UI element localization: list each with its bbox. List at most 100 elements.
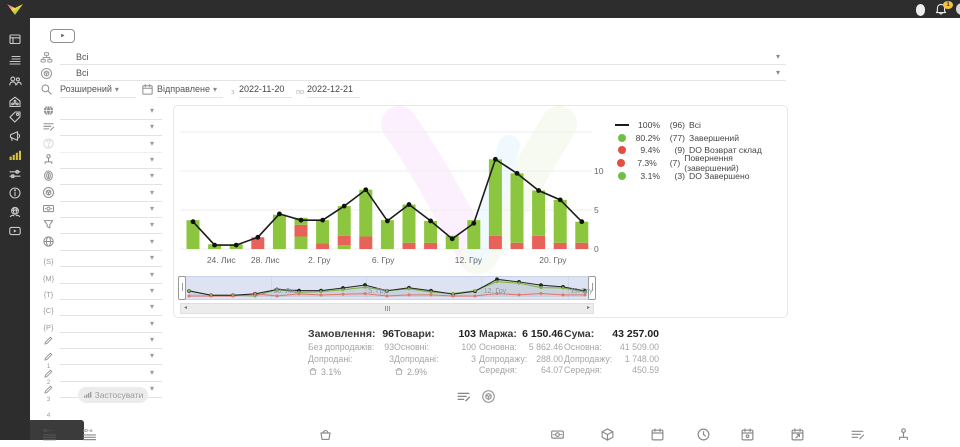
toolbar-item-clock[interactable] <box>696 427 712 443</box>
toolbar-item-id-list-alt-2[interactable]: ID-o <box>82 427 98 443</box>
filter-select-4[interactable]: ▾ <box>60 153 162 170</box>
stat-sub-label: Середня: <box>479 365 518 375</box>
filter-select-13[interactable]: ▾ <box>60 300 162 317</box>
date-to-input[interactable]: 2022-12-21 <box>307 83 360 98</box>
sidebar-item-grid-card[interactable] <box>0 32 30 50</box>
filter-select-17[interactable]: ▾ <box>60 366 162 382</box>
scroll-right-arrow[interactable]: ▸ <box>586 305 590 311</box>
view-toggle-filter-lines[interactable] <box>456 389 471 404</box>
filter-select-16[interactable]: ▾ <box>60 349 162 366</box>
legend-swatch-icon <box>614 146 629 155</box>
playlist-button[interactable] <box>50 29 75 43</box>
sidebar-item-users[interactable] <box>0 74 30 92</box>
apply-button[interactable]: Застосувати <box>78 387 148 403</box>
orders-chart[interactable]: 24. Лис 28. Лис 2. Гру 6. Гру 12. Гру 20. Гру <box>180 112 592 275</box>
avatar[interactable] <box>956 3 960 15</box>
view-toggle-package-circle[interactable] <box>481 389 496 404</box>
cube-icon <box>600 428 615 446</box>
stat-sub-value: 64.07 <box>540 365 563 375</box>
filter-select-2[interactable]: ▾ <box>60 120 162 137</box>
chevron-down-icon: ▾ <box>149 383 154 393</box>
product-filter-select[interactable]: Всі ▾ <box>60 66 786 81</box>
legend-item[interactable]: 3.1% (3) DO Завершено <box>614 169 782 182</box>
stat-value: 43 257.00 <box>612 328 659 340</box>
filter-select-5[interactable]: ▾ <box>60 169 162 186</box>
chevron-down-icon: ▾ <box>149 106 154 115</box>
toolbar-item-banknote[interactable] <box>550 427 566 443</box>
app-logo[interactable] <box>5 2 25 17</box>
range-handle-right[interactable] <box>588 276 596 300</box>
tag-icon <box>8 110 22 129</box>
stat-sub-value: 41 509.00 <box>619 342 659 352</box>
stat-column-3: Маржа: 6 150.46 Основна: 5 862.46 Допродажу:… <box>479 328 563 377</box>
toolbar-item-filter-lines[interactable] <box>850 427 866 443</box>
package-circle-icon <box>481 390 496 408</box>
date-from-label: з <box>231 87 235 96</box>
chart-range-navigator[interactable]: 28. Лис 5. Гру 12. Гру 19. Гру <box>178 276 596 300</box>
sidebar-item-info-circle[interactable] <box>0 186 30 204</box>
svg-text:20. Гру: 20. Гру <box>539 255 567 265</box>
scrollbar-grip[interactable] <box>384 306 391 311</box>
chart-scrollbar[interactable]: ◂ ▸ <box>180 303 594 314</box>
filter-select-1[interactable]: ▾ <box>60 104 162 120</box>
stat-sub-label: Допродані: <box>308 353 353 364</box>
notifications-button[interactable]: 1 <box>934 1 953 18</box>
toolbar-item-calendar-export[interactable] <box>790 427 806 443</box>
chevron-down-icon: ▾ <box>149 236 154 246</box>
apply-button-label: Застосувати <box>94 390 144 400</box>
sidebar-item-megaphone[interactable] <box>0 129 30 147</box>
sidebar-item-home-org[interactable] <box>0 95 30 113</box>
status-filter-select[interactable]: Всі ▾ <box>60 50 786 65</box>
sidebar-item-video[interactable] <box>0 224 30 242</box>
date-field-select[interactable]: Відправлене ▾ <box>157 83 223 98</box>
toolbar-item-calendar[interactable] <box>650 427 666 443</box>
filter-select-6[interactable]: ▾ <box>60 186 162 202</box>
stat-title: Замовлення: <box>308 328 376 340</box>
date-from-input[interactable]: 2022-11-20 <box>239 83 292 98</box>
legend-item[interactable]: 100% (96) Всі <box>614 119 782 132</box>
bottom-left-widget[interactable] <box>28 420 84 440</box>
filter-select-14[interactable]: ▾ <box>60 317 162 333</box>
sliders-icon <box>8 167 22 186</box>
sidebar-item-tag[interactable] <box>0 110 30 128</box>
stat-sub-label: Допродажу: <box>479 353 528 364</box>
id-list-alt-icon: ID-o <box>82 428 97 446</box>
search-icon <box>40 83 53 96</box>
chevron-down-icon: ▾ <box>149 138 154 148</box>
sidebar-item-list-lines[interactable] <box>0 53 30 71</box>
pencil-3-icon: 3 <box>42 366 55 403</box>
toolbar-item-org-person[interactable] <box>896 427 912 443</box>
basket-icon <box>394 366 404 378</box>
legend-percent: 80.2% <box>635 132 660 143</box>
sidebar-item-globe-support[interactable] <box>0 205 30 223</box>
filter-select-11[interactable]: ▾ <box>60 268 162 284</box>
product-filter-value: Всі <box>76 68 89 78</box>
filter-select-7[interactable]: ▾ <box>60 202 162 219</box>
notification-badge: 1 <box>943 1 953 9</box>
filter-select-15[interactable]: ▾ <box>60 333 162 349</box>
filter-select-8[interactable]: ▾ <box>60 218 162 235</box>
stat-sub-label: Без допродажів: <box>308 342 375 352</box>
pencil-2-icon: 2 <box>42 349 55 386</box>
legend-item[interactable]: 7.3% (7) Повернення (завершений) <box>614 153 782 173</box>
search-mode-select[interactable]: Розширений ▾ <box>60 83 136 98</box>
scroll-left-arrow[interactable]: ◂ <box>183 305 187 311</box>
presence-icon[interactable] <box>916 4 925 16</box>
stat-sub-value: 288.00 <box>536 353 563 364</box>
stat-value: 6 150.46 <box>522 328 563 340</box>
sidebar-item-bar-chart[interactable] <box>0 148 30 166</box>
legend-item[interactable]: 9.4% (9) DO Возврат склад <box>614 144 782 157</box>
sidebar-item-sliders[interactable] <box>0 167 30 185</box>
toolbar-item-cube[interactable] <box>600 427 616 443</box>
filter-select-12[interactable]: ▾ <box>60 284 162 300</box>
toolbar-item-basket[interactable] <box>318 427 334 443</box>
toolbar-item-id-list[interactable]: ID— <box>42 427 58 443</box>
braces-c-icon: {C} <box>43 306 54 316</box>
filter-select-10[interactable]: ▾ <box>60 251 162 268</box>
legend-item[interactable]: 80.2% (77) Завершений <box>614 132 782 145</box>
svg-text:12. Гру: 12. Гру <box>455 255 483 265</box>
range-handle-left[interactable] <box>178 276 186 300</box>
stat-sub-value: 100 <box>461 342 476 352</box>
filter-select-9[interactable]: ▾ <box>60 235 162 251</box>
toolbar-item-calendar-alt[interactable] <box>740 427 756 443</box>
